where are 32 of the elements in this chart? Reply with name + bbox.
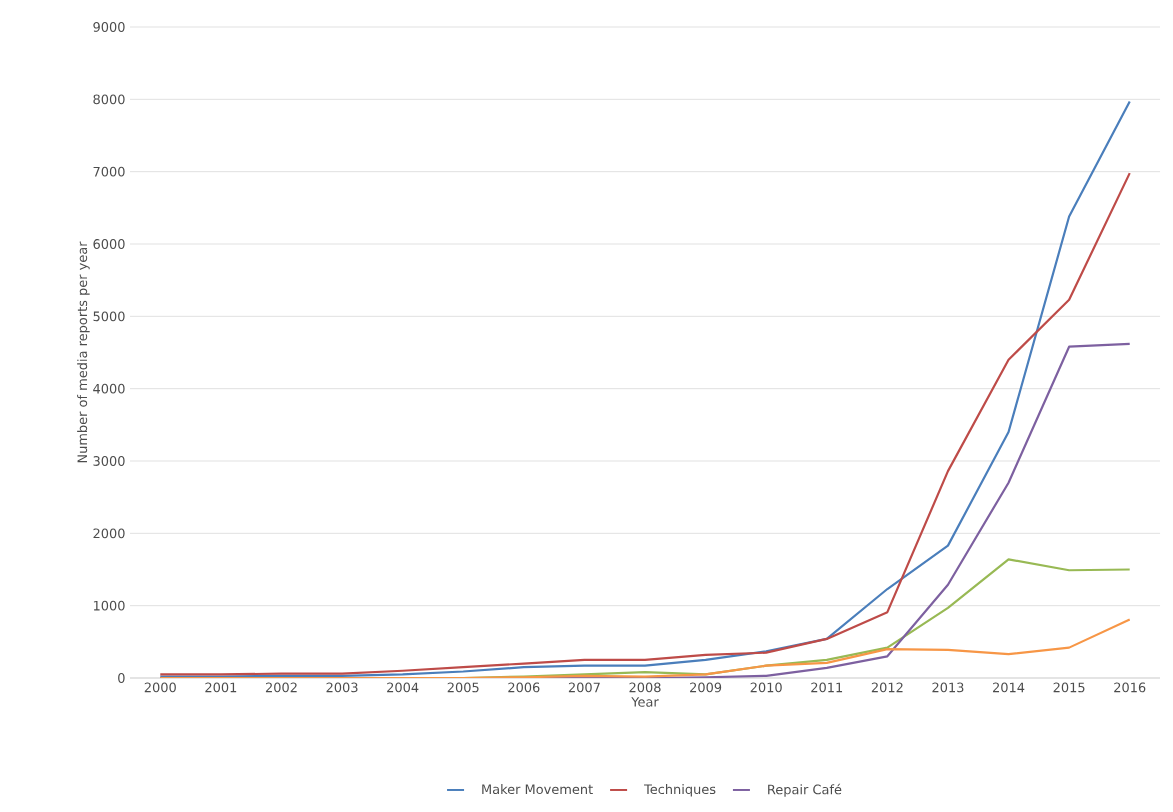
y-tick-label: 6000 [93,239,125,249]
y-tick-label: 1000 [93,600,125,611]
x-tick-label: 2003 [326,682,358,693]
y-tick-label: 0 [118,673,125,683]
x-tick-label: 2007 [568,682,600,693]
legend-label: Techniques [644,784,716,797]
x-tick-label: 2013 [932,682,964,693]
x-tick-label: 2010 [750,682,782,693]
x-tick-label: 2009 [690,682,722,693]
x-tick-label: 2006 [508,682,540,693]
y-tick-label: 3000 [93,456,125,466]
y-tick-label: 9000 [93,22,125,32]
x-tick-label: 2004 [387,682,419,693]
x-tick-label: 2002 [265,682,297,693]
x-tick-label: 2000 [144,682,176,693]
x-tick-label: 2008 [629,682,661,693]
x-tick-label: 2012 [871,682,903,693]
x-tick-label: 2016 [1114,682,1146,693]
legend-label: Repair Café [768,783,842,797]
x-tick-label: 2015 [1053,682,1085,693]
x-tick-label: 2011 [811,682,843,693]
y-axis-title: Number of media reports per year [77,241,90,463]
x-tick-label: 2005 [447,682,479,693]
y-tick-label: 2000 [93,528,125,539]
x-tick-label: 2001 [205,682,237,693]
y-tick-label: 7000 [93,166,125,177]
y-tick-label: 5000 [93,311,125,322]
legend-label: Maker Movement [482,784,593,795]
x-tick-label: 2014 [993,682,1025,693]
x-axis-title: Year [631,697,659,707]
y-tick-label: 8000 [93,94,125,105]
y-tick-label: 4000 [93,383,125,394]
